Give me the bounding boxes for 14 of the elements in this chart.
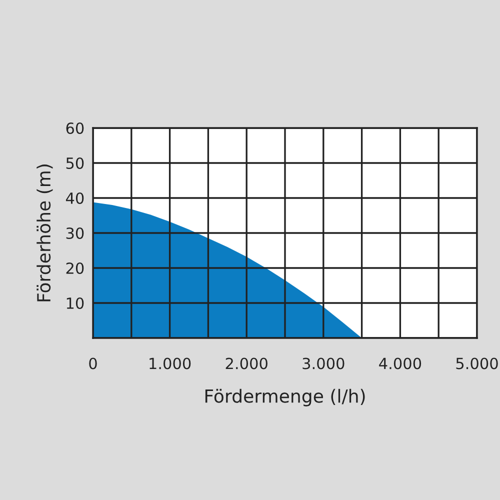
x-tick-label: 1.000	[150, 358, 191, 370]
y-tick-label: 10	[66, 297, 84, 310]
x-axis-title: Fördermenge (l/h)	[205, 388, 365, 406]
y-axis-title: Förderhöhe (m)	[36, 164, 53, 302]
y-tick-label: 20	[66, 262, 84, 274]
x-tick-label: 4.000	[379, 358, 422, 370]
x-tick-label: 3.000	[302, 358, 344, 370]
y-tick-label: 40	[66, 192, 84, 204]
y-tick-label: 50	[66, 157, 84, 170]
y-tick-label: 60	[66, 122, 84, 134]
y-tick-label: 30	[66, 227, 84, 240]
x-tick-label: 0	[89, 358, 97, 370]
x-tick-label: 5.000	[456, 358, 498, 370]
x-tick-label: 2.000	[226, 358, 268, 370]
